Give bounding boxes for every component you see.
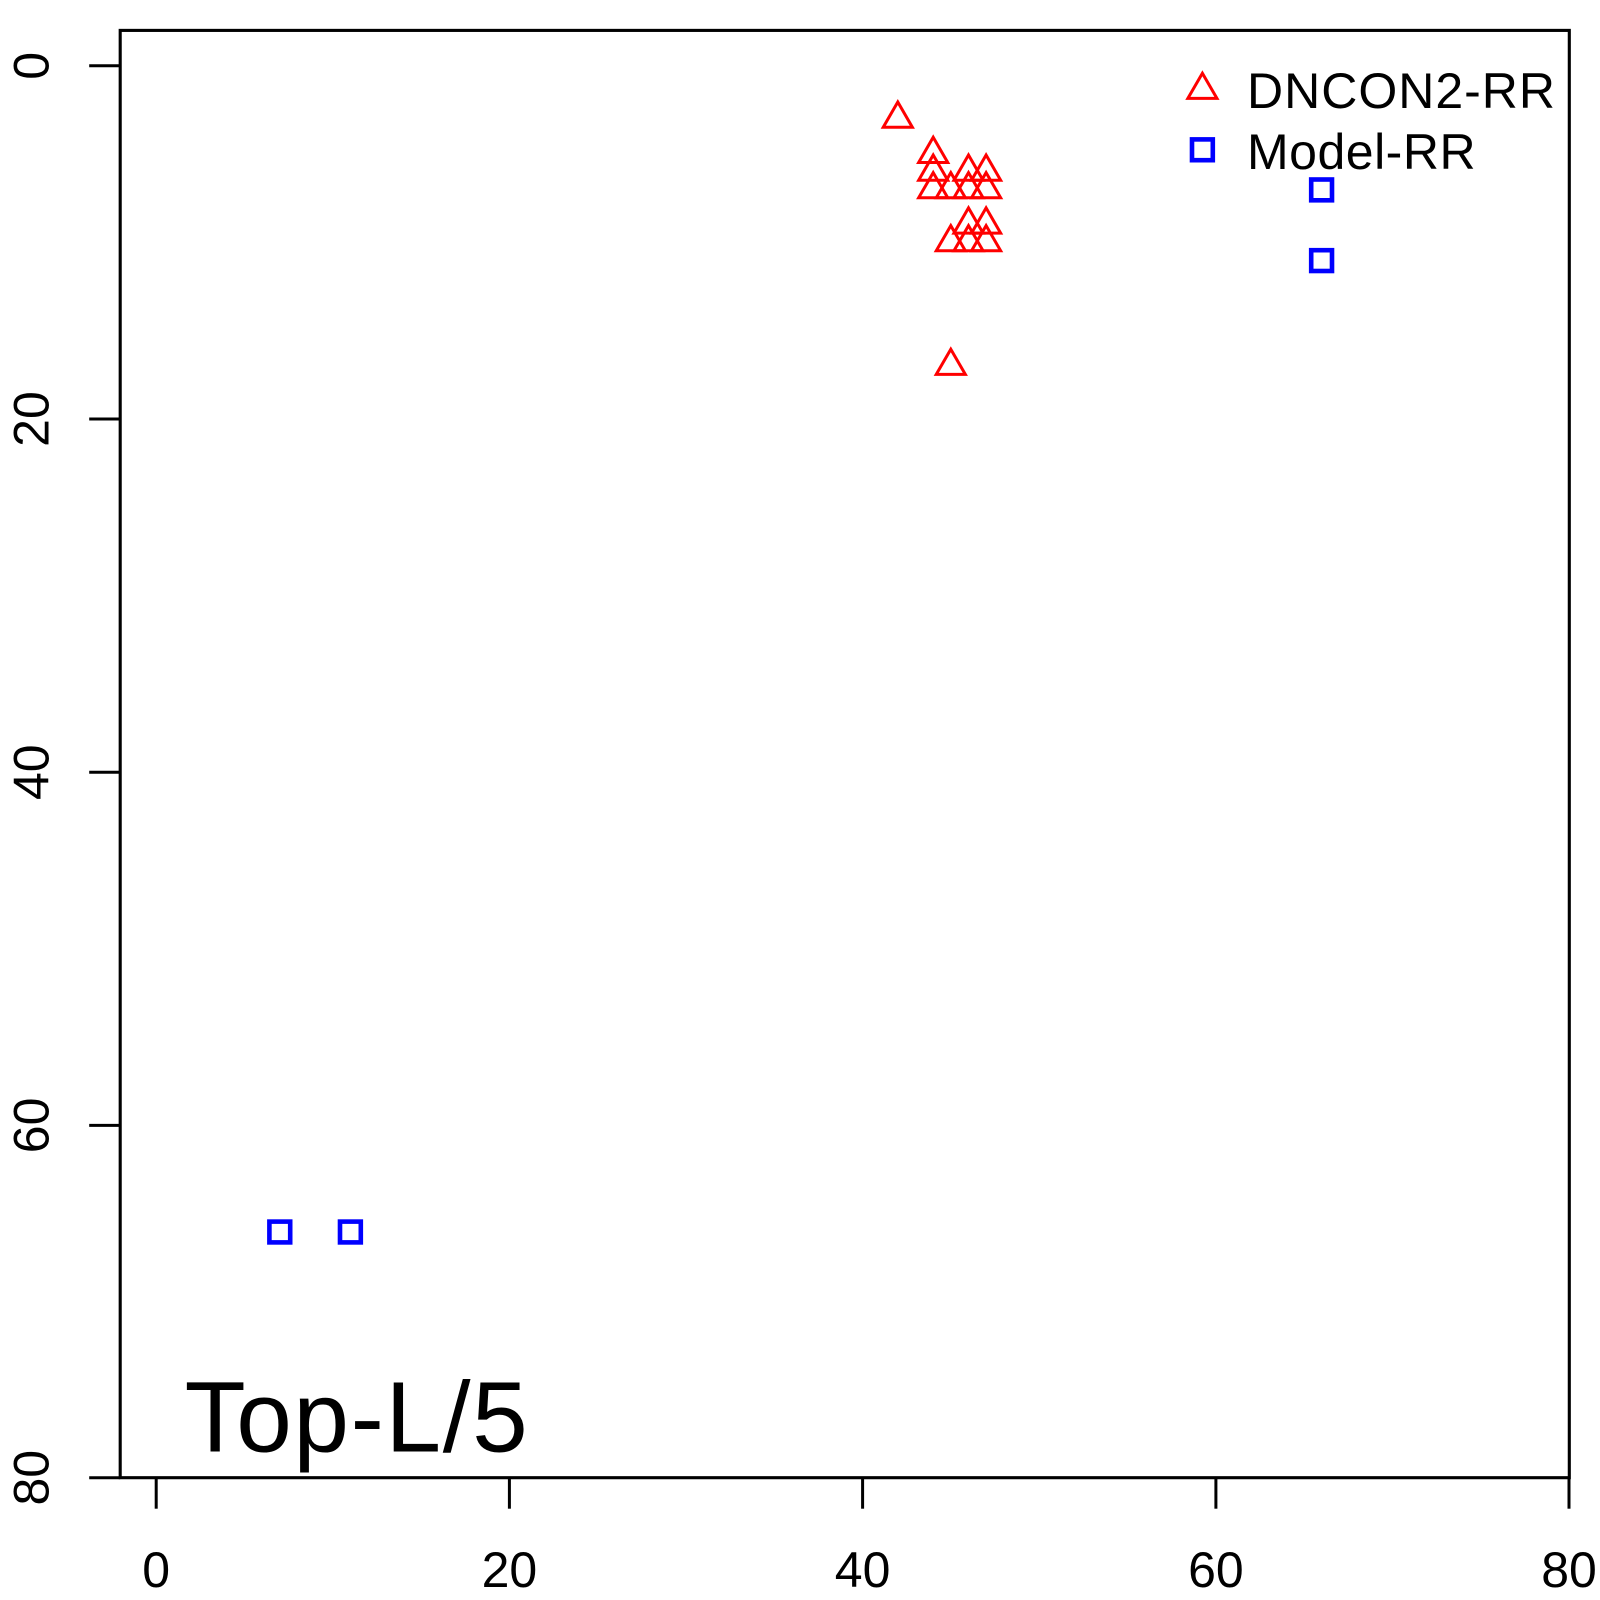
svg-text:80: 80 xyxy=(1541,1542,1597,1598)
svg-text:60: 60 xyxy=(1188,1542,1244,1598)
svg-text:40: 40 xyxy=(4,744,60,800)
svg-text:80: 80 xyxy=(4,1450,60,1506)
svg-text:60: 60 xyxy=(4,1098,60,1154)
svg-text:20: 20 xyxy=(482,1542,538,1598)
svg-text:20: 20 xyxy=(4,391,60,447)
svg-text:Model-RR: Model-RR xyxy=(1247,124,1476,180)
svg-text:0: 0 xyxy=(4,52,60,80)
svg-text:DNCON2-RR: DNCON2-RR xyxy=(1247,63,1556,119)
svg-text:0: 0 xyxy=(142,1542,170,1598)
svg-text:40: 40 xyxy=(835,1542,891,1598)
svg-text:Top-L/5: Top-L/5 xyxy=(185,1361,530,1473)
